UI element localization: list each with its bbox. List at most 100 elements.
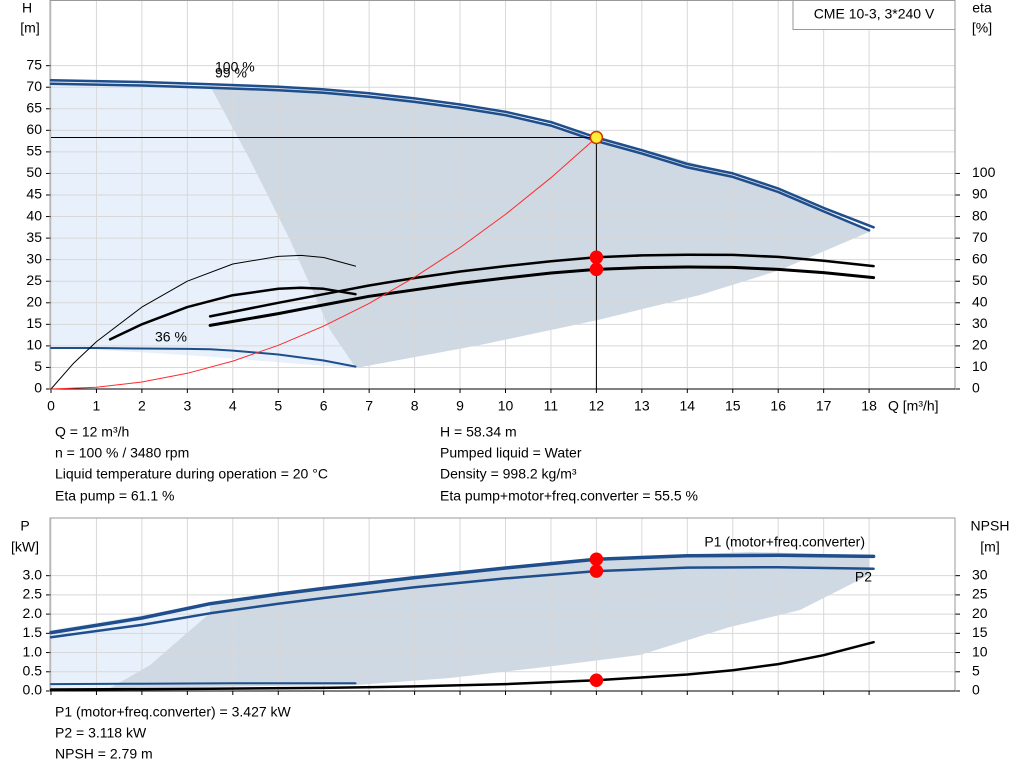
point-marker bbox=[589, 552, 604, 567]
y2-tick-label: 25 bbox=[972, 586, 988, 602]
chart-title: CME 10-3, 3*240 V bbox=[814, 6, 935, 22]
curve bbox=[50, 254, 356, 390]
x-axis-title: Q [m³/h] bbox=[888, 398, 939, 414]
x-tick-label: 8 bbox=[411, 398, 419, 414]
y-axis-title: P bbox=[20, 518, 29, 534]
x-tick-label: 10 bbox=[498, 398, 514, 414]
y2-tick-label: 20 bbox=[972, 337, 988, 353]
info-line: H = 58.34 m bbox=[440, 424, 517, 440]
y2-axis-unit: [%] bbox=[972, 20, 992, 36]
y-tick-label: 70 bbox=[26, 78, 42, 94]
x-tick-label: 17 bbox=[816, 398, 832, 414]
y-tick-label: 75 bbox=[26, 56, 42, 72]
curve-label: P1 (motor+freq.converter) bbox=[704, 534, 865, 550]
curve bbox=[49, 640, 875, 691]
y2-tick-label: 50 bbox=[972, 272, 988, 288]
y2-tick-label: 100 bbox=[972, 164, 996, 180]
y2-tick-label: 0 bbox=[972, 380, 980, 396]
point-marker bbox=[589, 564, 604, 578]
y2-tick-label: 40 bbox=[972, 293, 988, 309]
curve bbox=[49, 82, 871, 232]
y2-tick-label: 0 bbox=[972, 682, 980, 698]
curve bbox=[49, 553, 876, 635]
info-line: P2 = 3.118 kW bbox=[55, 725, 147, 741]
x-tick-label: 15 bbox=[725, 398, 741, 414]
x-tick-label: 5 bbox=[274, 398, 282, 414]
y-tick-label: 0 bbox=[34, 380, 42, 396]
info-line: NPSH = 2.79 m bbox=[55, 746, 153, 762]
y-tick-label: 1.0 bbox=[23, 643, 43, 659]
point-marker bbox=[589, 130, 604, 145]
y-axis-title: H bbox=[22, 0, 32, 16]
y-tick-label: 45 bbox=[26, 186, 42, 202]
info-line: Eta pump = 61.1 % bbox=[55, 488, 174, 504]
x-tick-label: 4 bbox=[229, 398, 237, 414]
y2-tick-label: 10 bbox=[972, 643, 988, 659]
curves: 0 1 2 3 4 5 6 7 8 9 10 11 12 13 14 15 16 17 18051015202530… bbox=[23, 56, 996, 761]
y-tick-label: 1.5 bbox=[23, 624, 43, 640]
info-line: Eta pump+motor+freq.converter = 55.5 % bbox=[440, 488, 698, 504]
curve bbox=[50, 682, 357, 686]
y2-tick-label: 90 bbox=[972, 186, 988, 202]
y2-tick-label: 10 bbox=[972, 358, 988, 374]
range-area bbox=[210, 86, 869, 368]
y2-tick-label: 30 bbox=[972, 566, 988, 582]
curve bbox=[108, 286, 357, 341]
curve bbox=[49, 79, 875, 229]
power-area bbox=[110, 552, 869, 688]
x-tick-label: 9 bbox=[456, 398, 464, 414]
y2-tick-label: 70 bbox=[972, 229, 988, 245]
info-line: P1 (motor+freq.converter) = 3.427 kW bbox=[55, 704, 292, 720]
y-tick-label: 65 bbox=[26, 99, 42, 115]
y2-tick-label: 15 bbox=[972, 624, 988, 640]
y-axis-unit: [m] bbox=[20, 20, 39, 36]
x-tick-label: 0 bbox=[47, 398, 55, 414]
y2-tick-label: 60 bbox=[972, 250, 988, 266]
x-tick-label: 13 bbox=[634, 398, 650, 414]
y-tick-label: 2.0 bbox=[23, 605, 43, 621]
y2-tick-label: 80 bbox=[972, 207, 988, 223]
x-tick-label: 16 bbox=[770, 398, 786, 414]
y-tick-label: 2.5 bbox=[23, 586, 43, 602]
y-tick-label: 35 bbox=[26, 229, 42, 245]
info-line: Liquid temperature during operation = 20… bbox=[55, 466, 328, 482]
y2-axis-title: NPSH bbox=[971, 518, 1010, 534]
info-line: Pumped liquid = Water bbox=[440, 445, 582, 461]
curve-label: P2 bbox=[855, 569, 872, 585]
curve bbox=[49, 565, 875, 639]
x-tick-label: 6 bbox=[320, 398, 328, 414]
curve-label: 100 % bbox=[215, 59, 255, 75]
y2-tick-label: 5 bbox=[972, 662, 980, 678]
x-tick-label: 3 bbox=[183, 398, 191, 414]
x-tick-label: 2 bbox=[138, 398, 146, 414]
curve bbox=[50, 137, 597, 390]
title-box bbox=[792, 0, 956, 30]
point-marker bbox=[589, 262, 604, 277]
y-tick-label: 5 bbox=[34, 358, 42, 374]
y-tick-label: 0.5 bbox=[23, 662, 43, 678]
info-line: Q = 12 m³/h bbox=[55, 424, 129, 440]
y-tick-label: 40 bbox=[26, 207, 42, 223]
x-tick-label: 12 bbox=[589, 398, 605, 414]
info-line: n = 100 % / 3480 rpm bbox=[55, 445, 189, 461]
y-tick-label: 0.0 bbox=[23, 682, 43, 698]
x-tick-label: 11 bbox=[544, 398, 559, 414]
y-tick-label: 25 bbox=[26, 272, 42, 288]
y-tick-label: 20 bbox=[26, 293, 42, 309]
y-tick-label: 3.0 bbox=[23, 566, 43, 582]
y2-axis-unit: [m] bbox=[980, 539, 999, 555]
y2-tick-label: 20 bbox=[972, 605, 988, 621]
y-tick-label: 10 bbox=[26, 337, 42, 353]
curve-label: 99 % bbox=[215, 65, 247, 81]
y-tick-label: 15 bbox=[26, 315, 42, 331]
y-tick-label: 30 bbox=[26, 250, 42, 266]
y2-tick-label: 30 bbox=[972, 315, 988, 331]
point-marker bbox=[589, 673, 604, 688]
curve bbox=[50, 347, 357, 368]
y-axis-unit: [kW] bbox=[11, 539, 39, 555]
point-marker bbox=[589, 250, 604, 265]
y-tick-label: 55 bbox=[26, 143, 42, 159]
x-tick-label: 7 bbox=[365, 398, 373, 414]
curve-label: 36 % bbox=[155, 329, 187, 345]
